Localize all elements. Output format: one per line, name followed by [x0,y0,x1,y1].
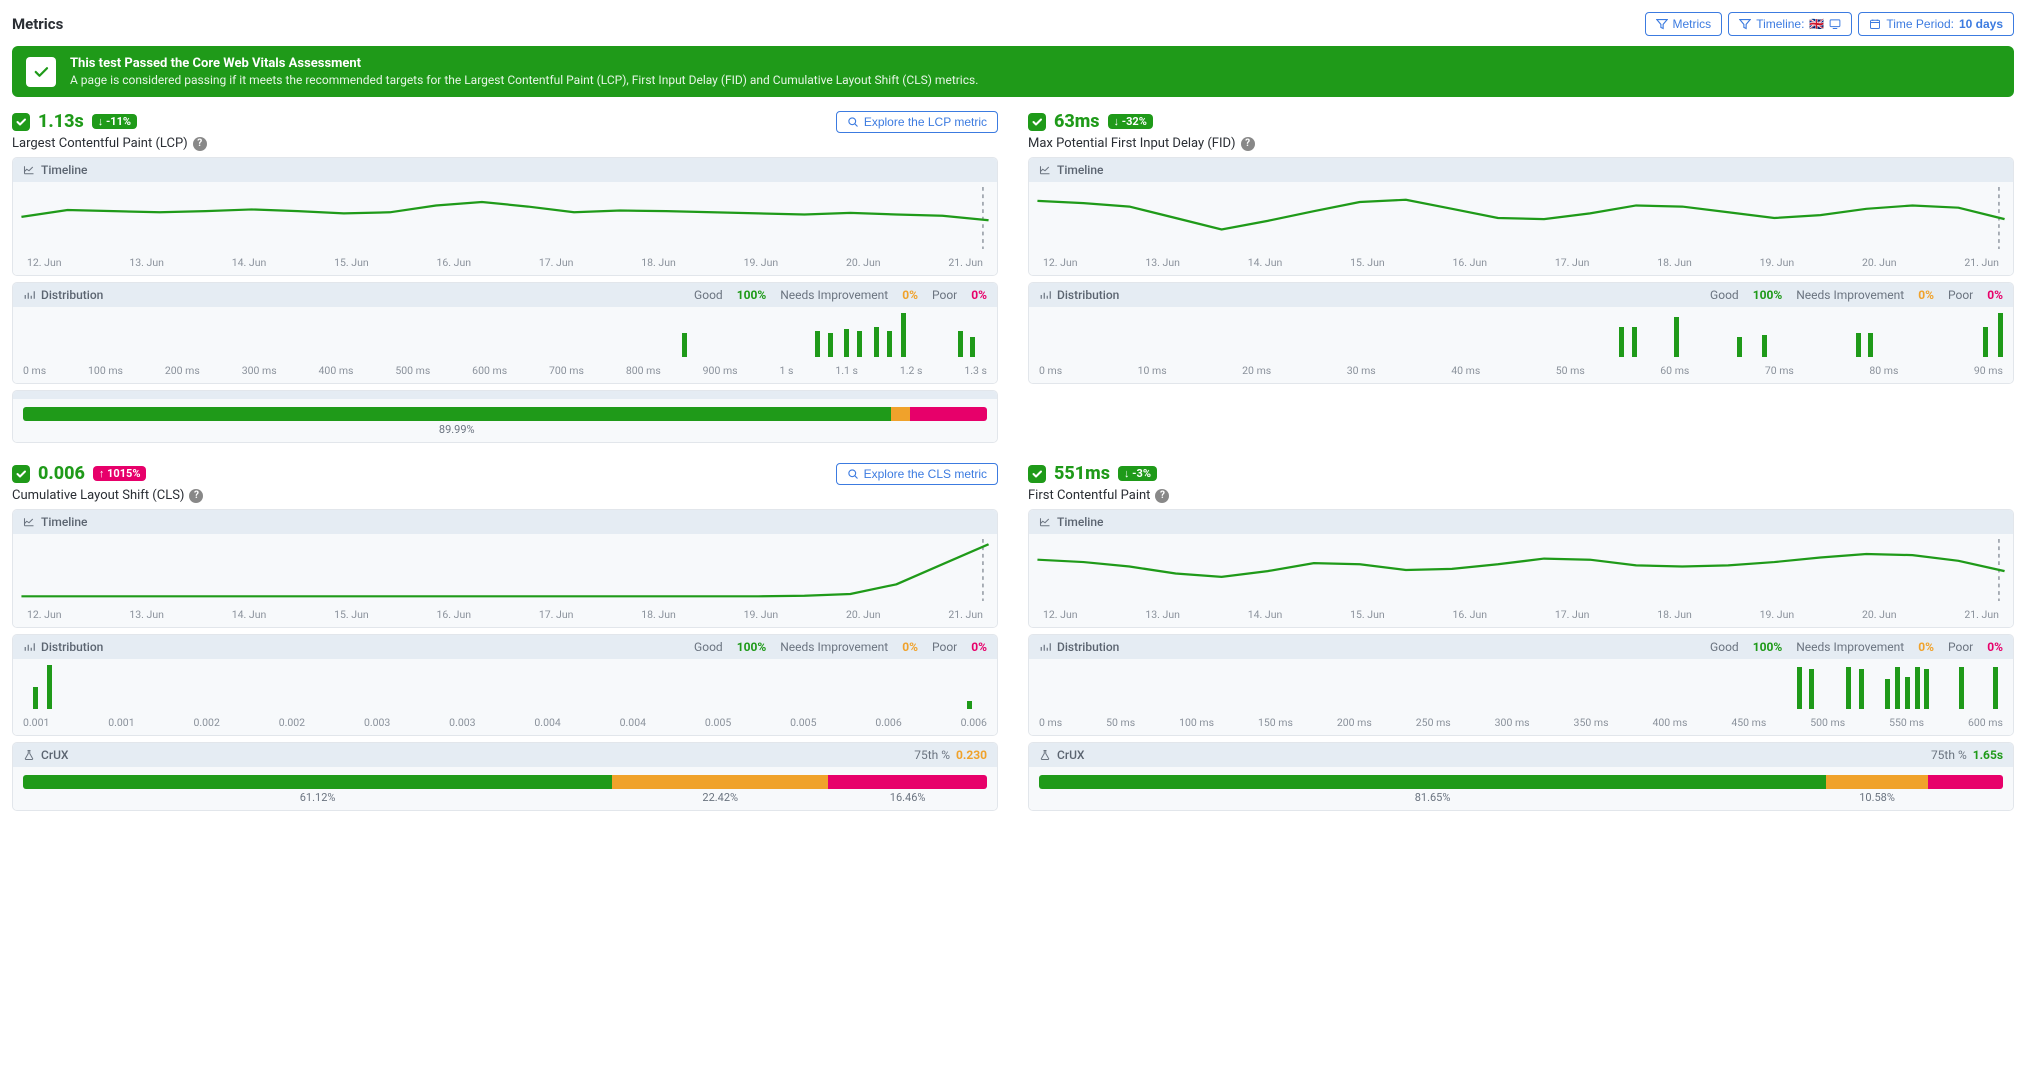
delta-badge: ↓ -3% [1118,466,1157,481]
page-title: Metrics [12,15,63,33]
distribution-axis: 0.0010.0010.0020.0020.0030.0030.0040.004… [13,713,997,735]
explore-button-cls[interactable]: Explore the CLS metric [836,463,998,485]
distribution-chart[interactable] [1029,659,2013,713]
metrics-grid: 1.13s ↓ -11% Largest Contentful Paint (L… [12,111,2014,811]
status-check-icon [1028,113,1046,131]
help-icon[interactable]: ? [193,137,207,151]
page-header: Metrics Metrics Timeline: 🇬🇧 Time Period… [12,12,2014,36]
status-check-icon [12,465,30,483]
timeline-axis: 12. Jun13. Jun14. Jun15. Jun16. Jun17. J… [13,254,997,275]
distribution-panel: Distribution Good 100% Needs Improvement… [12,282,998,384]
delta-badge: ↑ 1015% [93,466,147,481]
metric-card-fcp: 551ms ↓ -3% First Contentful Paint ? Tim… [1028,463,2014,811]
distribution-axis: 0 ms100 ms200 ms300 ms400 ms500 ms600 ms… [13,361,997,383]
help-icon[interactable]: ? [1241,137,1255,151]
metric-name: Largest Contentful Paint (LCP) ? [12,136,207,151]
crux-panel: CrUX 75th % 1.65s 81.65%10.58% [1028,742,2014,811]
timeline-panel: Timeline 12. Jun13. Jun14. Jun15. Jun16.… [1028,157,2014,276]
metric-card-fid: 63ms ↓ -32% Max Potential First Input De… [1028,111,2014,443]
filter-metrics-button[interactable]: Metrics [1645,12,1723,36]
metric-name: Cumulative Layout Shift (CLS) ? [12,488,203,503]
timeline-chart[interactable] [1029,182,2013,254]
stacked-panel: 89.99% [12,390,998,443]
crux-p75: 75th % 0.230 [914,748,987,762]
distribution-summary: Good 100% Needs Improvement 0% Poor 0% [694,288,987,302]
delta-badge: ↓ -11% [92,114,137,129]
metric-card-lcp: 1.13s ↓ -11% Largest Contentful Paint (L… [12,111,998,443]
filter-icon [1739,18,1751,30]
delta-badge: ↓ -32% [1108,114,1153,129]
timeline-flag: 🇬🇧 [1809,17,1824,31]
check-icon [26,57,56,87]
distribution-summary: Good 100% Needs Improvement 0% Poor 0% [1710,288,2003,302]
help-icon[interactable]: ? [189,489,203,503]
distribution-summary: Good 100% Needs Improvement 0% Poor 0% [694,640,987,654]
crux-p75: 75th % 1.65s [1931,748,2003,762]
distribution-axis: 0 ms10 ms20 ms30 ms40 ms50 ms60 ms70 ms8… [1029,361,2013,383]
distribution-summary: Good 100% Needs Improvement 0% Poor 0% [1710,640,2003,654]
distribution-panel: Distribution Good 100% Needs Improvement… [12,634,998,736]
metric-value: 63ms [1054,111,1100,132]
filter-timeline-button[interactable]: Timeline: 🇬🇧 [1728,12,1852,36]
metric-value: 0.006 [38,463,85,484]
assessment-alert: This test Passed the Core Web Vitals Ass… [12,46,2014,97]
filter-period-button[interactable]: Time Period: 10 days [1858,12,2014,36]
crux-panel: CrUX 75th % 0.230 61.12%22.42%16.46% [12,742,998,811]
timeline-chart[interactable] [13,534,997,606]
timeline-panel: Timeline 12. Jun13. Jun14. Jun15. Jun16.… [1028,509,2014,628]
distribution-axis: 0 ms50 ms100 ms150 ms200 ms250 ms300 ms3… [1029,713,2013,735]
status-check-icon [1028,465,1046,483]
metric-value: 551ms [1054,463,1110,484]
crux-bar[interactable] [1039,775,2003,789]
metric-card-cls: 0.006 ↑ 1015% Cumulative Layout Shift (C… [12,463,998,811]
distribution-chart[interactable] [1029,307,2013,361]
crux-bar[interactable] [23,775,987,789]
filter-icon [1656,18,1668,30]
distribution-chart[interactable] [13,307,997,361]
filter-group: Metrics Timeline: 🇬🇧 Time Period: 10 day… [1645,12,2014,36]
alert-title: This test Passed the Core Web Vitals Ass… [70,56,978,71]
timeline-panel: Timeline 12. Jun13. Jun14. Jun15. Jun16.… [12,157,998,276]
timeline-axis: 12. Jun13. Jun14. Jun15. Jun16. Jun17. J… [1029,254,2013,275]
timeline-chart[interactable] [1029,534,2013,606]
timeline-axis: 12. Jun13. Jun14. Jun15. Jun16. Jun17. J… [13,606,997,627]
timeline-panel: Timeline 12. Jun13. Jun14. Jun15. Jun16.… [12,509,998,628]
desktop-icon [1829,18,1841,30]
alert-subtitle: A page is considered passing if it meets… [70,73,978,87]
distribution-panel: Distribution Good 100% Needs Improvement… [1028,282,2014,384]
timeline-axis: 12. Jun13. Jun14. Jun15. Jun16. Jun17. J… [1029,606,2013,627]
metric-name: First Contentful Paint ? [1028,488,1169,503]
distribution-chart[interactable] [13,659,997,713]
timeline-chart[interactable] [13,182,997,254]
help-icon[interactable]: ? [1155,489,1169,503]
metric-name: Max Potential First Input Delay (FID) ? [1028,136,1255,151]
metric-value: 1.13s [38,111,84,132]
stacked-bar[interactable] [23,407,987,421]
explore-button-lcp[interactable]: Explore the LCP metric [836,111,998,133]
calendar-icon [1869,18,1881,30]
distribution-panel: Distribution Good 100% Needs Improvement… [1028,634,2014,736]
status-check-icon [12,113,30,131]
